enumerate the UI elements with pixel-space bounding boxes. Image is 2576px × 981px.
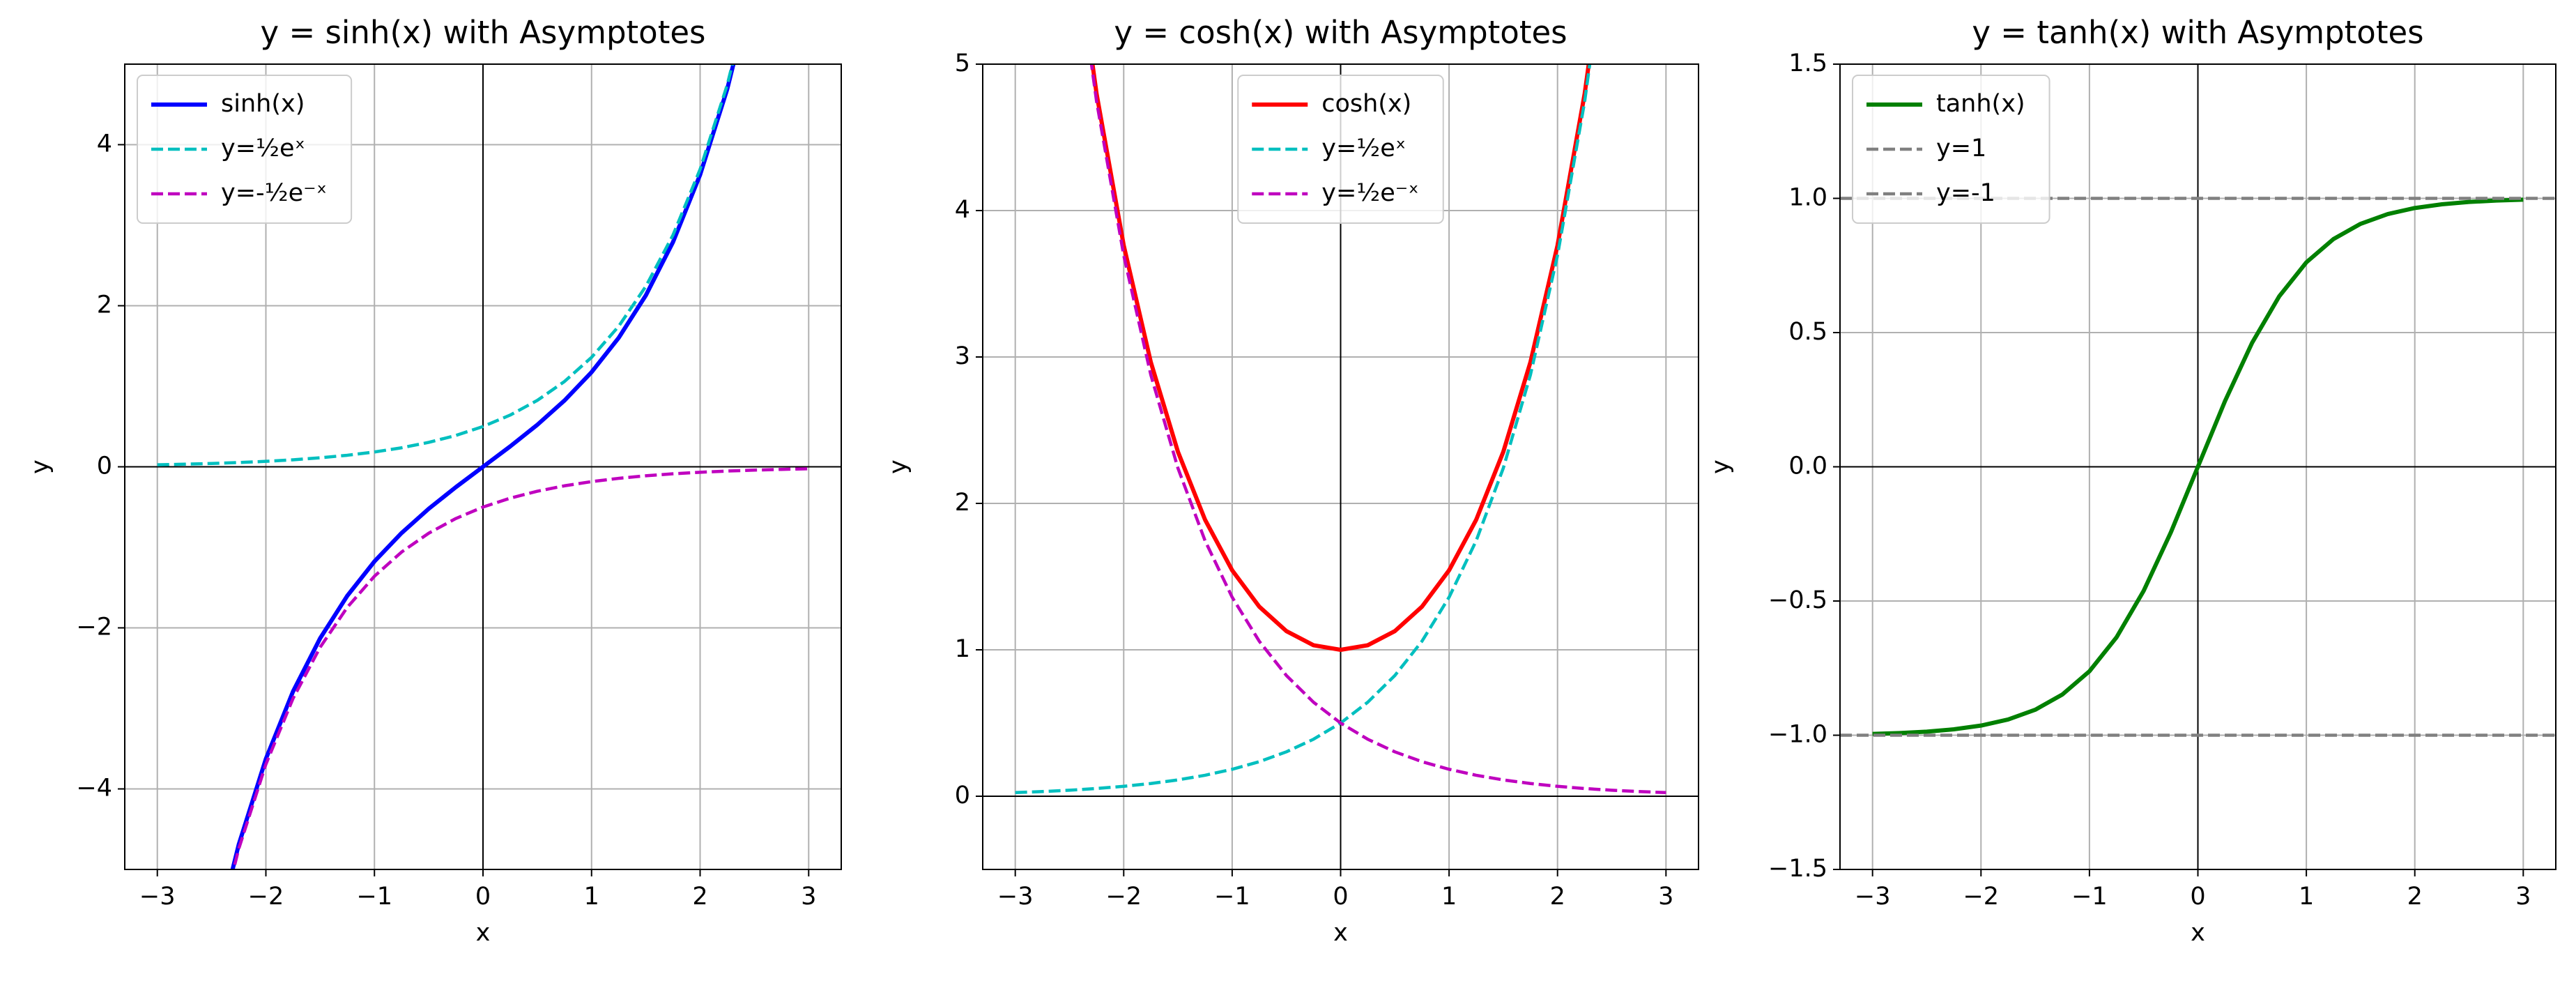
subplot: −3 −2 −1 0 1 2 3 −1.5 −1.0 −0.5 0.0 0.5 1.0 1.5 y = ta… xyxy=(1707,14,2556,947)
chart-title: y = cosh(x) with Asymptotes xyxy=(1114,14,1567,51)
y-tick-label: 4 xyxy=(955,196,970,224)
x-tick-label: 0 xyxy=(1333,883,1348,911)
y-tick-label: −2 xyxy=(76,614,112,641)
x-tick-label: 3 xyxy=(801,883,816,911)
x-tick-label: −1 xyxy=(356,883,392,911)
y-tick-label: 0.0 xyxy=(1788,453,1827,480)
y-tick-label: 1.5 xyxy=(1788,50,1827,77)
y-tick-label: 5 xyxy=(955,50,970,77)
y-tick-label: −1.0 xyxy=(1768,721,1827,749)
x-tick-label: 2 xyxy=(692,883,707,911)
x-tick-label: 0 xyxy=(475,883,491,911)
y-tick-label: 1 xyxy=(955,635,970,663)
y-tick-label: −1.5 xyxy=(1768,855,1827,883)
x-tick-label: 3 xyxy=(2515,883,2531,911)
series-line xyxy=(230,64,736,869)
series-line xyxy=(1090,64,1591,652)
x-tick-label: 0 xyxy=(2190,883,2205,911)
y-tick-label: 0 xyxy=(97,453,112,480)
x-tick-label: −1 xyxy=(2071,883,2108,911)
y-axis-label: y xyxy=(26,459,54,474)
legend-label: tanh(x) xyxy=(1936,90,2025,118)
y-tick-label: 0.5 xyxy=(1788,318,1827,346)
legend: tanh(x) y=1 y=-1 xyxy=(1852,75,2050,224)
x-axis-label: x xyxy=(2191,919,2205,947)
legend-label: cosh(x) xyxy=(1321,90,1411,118)
plot-area xyxy=(157,64,809,869)
x-tick-label: −3 xyxy=(997,883,1034,911)
series-line xyxy=(157,64,735,466)
x-tick-label: 2 xyxy=(2407,883,2423,911)
x-tick-label: −3 xyxy=(1855,883,1891,911)
y-tick-label: −4 xyxy=(76,775,112,803)
legend: cosh(x) y=½eˣ y=½e⁻ˣ xyxy=(1237,75,1444,224)
legend-label: y=-½e⁻ˣ xyxy=(221,179,327,207)
y-tick-label: 1.0 xyxy=(1788,184,1827,212)
y-tick-label: 4 xyxy=(97,130,112,158)
legend-label: y=½eˣ xyxy=(1321,135,1406,162)
x-tick-label: −2 xyxy=(1963,883,1999,911)
chart-title: y = tanh(x) with Asymptotes xyxy=(1972,14,2423,51)
subplot: −3 −2 −1 0 1 2 3 −4 −2 0 2 4 y = sinh(x) with Asympt… xyxy=(26,14,842,947)
subplot: −3 −2 −1 0 1 2 3 0 1 2 3 4 5 y = cosh(x) with Asympto… xyxy=(884,14,1699,947)
series-line xyxy=(1089,64,1666,795)
legend-label: y=1 xyxy=(1936,135,1986,162)
x-tick-label: 1 xyxy=(584,883,599,911)
y-tick-label: −0.5 xyxy=(1768,586,1827,614)
legend-label: y=½e⁻ˣ xyxy=(1321,179,1419,207)
series-line xyxy=(1872,197,2524,736)
legend-label: y=½eˣ xyxy=(221,135,305,162)
x-tick-label: −1 xyxy=(1214,883,1250,911)
y-tick-label: 2 xyxy=(97,291,112,319)
series-line xyxy=(231,467,809,869)
legend: sinh(x) y=½eˣ y=-½e⁻ˣ xyxy=(137,75,353,224)
x-tick-label: 2 xyxy=(1550,883,1565,911)
x-tick-label: −2 xyxy=(1105,883,1142,911)
legend-frame xyxy=(1852,75,2050,224)
legend-label: sinh(x) xyxy=(221,90,305,118)
x-tick-label: 1 xyxy=(2299,883,2314,911)
y-tick-label: 0 xyxy=(955,782,970,809)
legend-frame xyxy=(1237,75,1444,224)
y-axis-label: y xyxy=(1707,459,1735,474)
x-axis-label: x xyxy=(1333,919,1348,947)
chart-title: y = sinh(x) with Asymptotes xyxy=(261,14,706,51)
x-tick-label: −2 xyxy=(248,883,284,911)
y-tick-label: 3 xyxy=(955,342,970,370)
y-axis-label: y xyxy=(884,459,912,474)
x-axis-label: x xyxy=(476,919,491,947)
y-tick-label: 2 xyxy=(955,489,970,517)
legend-label: y=-1 xyxy=(1936,179,1995,207)
x-tick-label: −3 xyxy=(139,883,176,911)
x-tick-label: 1 xyxy=(1441,883,1457,911)
x-tick-label: 3 xyxy=(1658,883,1673,911)
plot-area xyxy=(1015,64,1666,795)
legend-frame xyxy=(137,75,353,224)
